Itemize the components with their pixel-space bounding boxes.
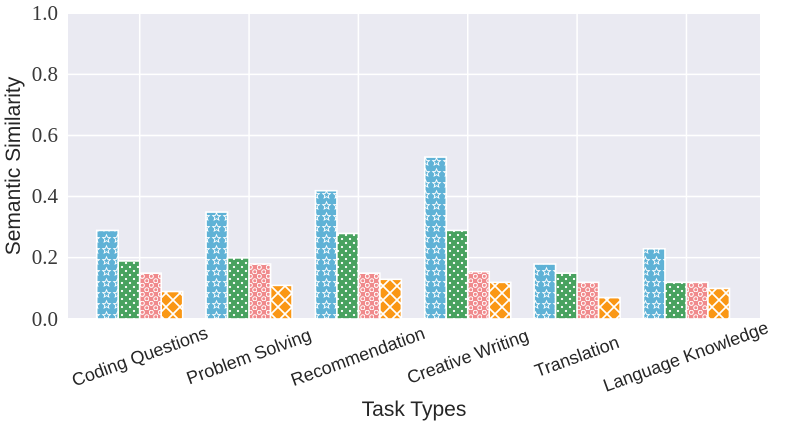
y-tick-label-0.0: 0.0 bbox=[31, 306, 58, 331]
y-tick-label-0.8: 0.8 bbox=[31, 62, 58, 87]
bar-dots-2 bbox=[336, 232, 360, 319]
bar-dots-5 bbox=[664, 281, 688, 319]
bar-circles-0 bbox=[138, 272, 162, 319]
bar-crosshatch-2 bbox=[379, 278, 403, 319]
y-tick-label-0.4: 0.4 bbox=[31, 184, 58, 209]
bar-stars-2 bbox=[314, 189, 338, 319]
bars-svg bbox=[68, 13, 760, 319]
bar-dots-1 bbox=[226, 257, 250, 319]
bar-circles-5 bbox=[685, 281, 709, 319]
y-tick-label-0.6: 0.6 bbox=[31, 123, 58, 148]
bar-circles-2 bbox=[357, 272, 381, 319]
bar-dots-3 bbox=[445, 229, 469, 319]
bar-stars-0 bbox=[95, 229, 120, 319]
bar-crosshatch-1 bbox=[269, 284, 293, 319]
bar-circles-1 bbox=[248, 263, 272, 319]
y-tick-label-1.0: 1.0 bbox=[31, 1, 58, 25]
x-axis-title: Task Types bbox=[361, 398, 467, 421]
bar-stars-1 bbox=[205, 211, 229, 319]
bar-dots-0 bbox=[117, 260, 141, 319]
bar-crosshatch-4 bbox=[597, 296, 621, 319]
bar-stars-3 bbox=[423, 156, 448, 319]
bar-dots-4 bbox=[554, 272, 578, 319]
y-axis-title: Semantic Similarity bbox=[2, 76, 25, 256]
bar-circles-3 bbox=[466, 270, 491, 319]
x-tick-label-5: Language Knowledge bbox=[601, 317, 772, 396]
bar-crosshatch-0 bbox=[160, 290, 184, 319]
bar-stars-5 bbox=[642, 247, 666, 319]
bar-circles-4 bbox=[576, 281, 600, 319]
bar-crosshatch-5 bbox=[707, 287, 731, 319]
bar-crosshatch-3 bbox=[488, 281, 512, 319]
plot-area bbox=[68, 13, 760, 319]
y-tick-label-0.2: 0.2 bbox=[31, 245, 58, 270]
bar-stars-4 bbox=[533, 263, 557, 319]
